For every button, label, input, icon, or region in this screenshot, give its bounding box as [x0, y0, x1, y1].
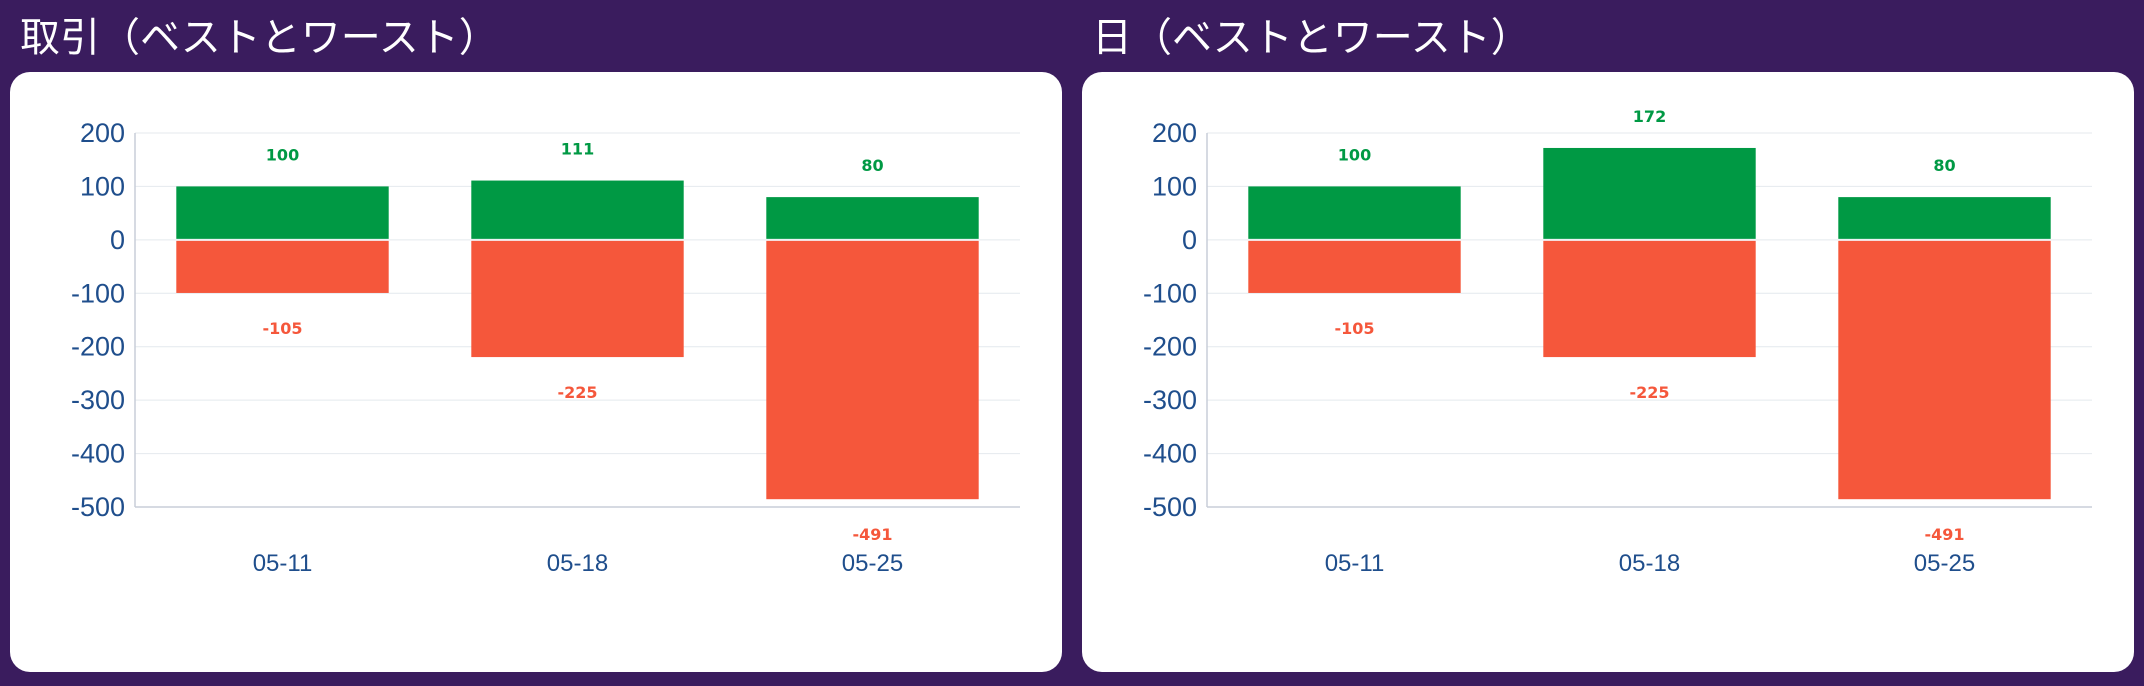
y-tick-label: -100 [71, 278, 125, 308]
y-tick-label: -200 [1143, 332, 1197, 362]
worst-bar [1248, 240, 1461, 293]
chart-card: 200 100 0 -100 -200 -300 -400 -500 100 -105 05-11 1… [1082, 72, 2134, 672]
worst-bar [766, 240, 979, 500]
best-bar [1838, 197, 2051, 239]
best-value-label: 80 [1933, 156, 1955, 175]
days-panel: 日（ベストとワースト） 200 100 0 -100 -200 -300 -400 -500 1… [1082, 0, 2144, 686]
y-tick-label: 200 [1152, 118, 1197, 148]
worst-value-label: -105 [1334, 319, 1374, 338]
y-tick-label: -200 [71, 332, 125, 362]
worst-value-label: -105 [262, 319, 302, 338]
best-value-label: 80 [861, 156, 883, 175]
worst-value-label: -491 [1924, 525, 1964, 544]
y-tick-label: 100 [1152, 171, 1197, 201]
trades-panel: 取引（ベストとワースト） 200 100 0 -100 -200 -300 -400 -500… [10, 0, 1072, 686]
trades-best-worst-chart: 200 100 0 -100 -200 -300 -400 -500 100 -105 05-11 1… [71, 118, 1020, 577]
chart-card: 200 100 0 -100 -200 -300 -400 -500 100 -105 05-11 1… [10, 72, 1062, 672]
worst-bar [176, 240, 389, 293]
y-tick-label: -400 [71, 439, 125, 469]
x-category-label: 05-18 [1619, 550, 1680, 577]
best-value-label: 100 [266, 145, 299, 164]
x-category-label: 05-25 [842, 550, 903, 577]
x-category-label: 05-11 [253, 550, 313, 577]
y-tick-label: 0 [110, 225, 125, 255]
best-value-label: 172 [1633, 107, 1666, 126]
worst-value-label: -491 [852, 525, 892, 544]
y-tick-label: -500 [71, 492, 125, 522]
worst-bar [1543, 240, 1756, 358]
worst-value-label: -225 [1629, 383, 1669, 402]
y-tick-label: 200 [80, 118, 125, 148]
panel-title: 取引（ベストとワースト） [20, 15, 499, 61]
best-value-label: 111 [561, 140, 594, 159]
y-tick-label: 100 [80, 171, 125, 201]
y-tick-label: -400 [1143, 439, 1197, 469]
y-tick-label: -300 [71, 385, 125, 415]
best-bar [176, 186, 389, 239]
x-category-label: 05-11 [1325, 550, 1385, 577]
best-value-label: 100 [1338, 145, 1371, 164]
y-tick-label: -300 [1143, 385, 1197, 415]
panel-title: 日（ベストとワースト） [1092, 15, 1531, 61]
worst-bar [1838, 240, 2051, 500]
best-bar [1543, 147, 1756, 239]
days-best-worst-chart: 200 100 0 -100 -200 -300 -400 -500 100 -105 05-11 1… [1143, 107, 2092, 577]
best-bar [1248, 186, 1461, 239]
y-tick-label: 0 [1182, 225, 1197, 255]
y-tick-label: -100 [1143, 278, 1197, 308]
x-category-label: 05-25 [1914, 550, 1975, 577]
x-category-label: 05-18 [547, 550, 608, 577]
best-bar [471, 180, 684, 239]
best-bar [766, 197, 979, 239]
worst-value-label: -225 [557, 383, 597, 402]
worst-bar [471, 240, 684, 358]
y-tick-label: -500 [1143, 492, 1197, 522]
